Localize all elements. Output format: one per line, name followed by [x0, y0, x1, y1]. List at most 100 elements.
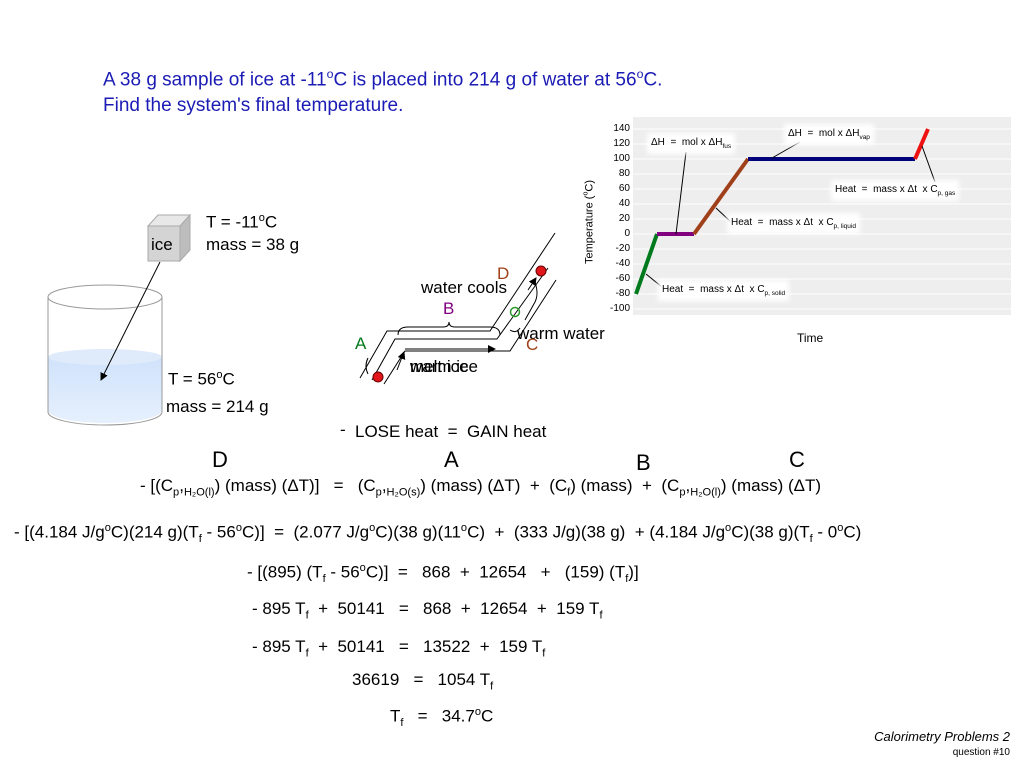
y-tick-label: -60 — [615, 273, 630, 284]
y-tick-label: 140 — [613, 123, 630, 134]
text-run: C)(214 g)(T — [110, 522, 199, 542]
annotation: ΔH = mol x ΔHfus — [651, 137, 732, 151]
equilibrium-dot — [509, 306, 521, 318]
text-run: fus — [722, 143, 732, 150]
y-tick-label: 40 — [618, 198, 630, 209]
text-run: o — [216, 369, 223, 381]
annotation: Heat = mass x Δt x Cp, gas — [835, 184, 956, 198]
annotation: Heat = mass x Δt x Cp, solid — [662, 284, 786, 298]
text-run: - 56 — [325, 562, 360, 582]
text-run: f — [625, 573, 629, 586]
text-run: f — [490, 680, 494, 693]
text-run: T = 56 — [168, 369, 217, 389]
equation: - [(895) (Tf - 56oC)] = 868 + 12654 + (1… — [247, 562, 639, 585]
equation: - [(4.184 J/goC)(214 g)(Tf - 56oC)] = (2… — [14, 522, 861, 545]
text-run: , — [381, 476, 387, 495]
text-run: p — [375, 486, 382, 499]
text-run: C — [222, 369, 235, 389]
end-dot — [535, 265, 547, 277]
melt-ice: melt ice — [410, 357, 469, 376]
y-axis-label: Temperature (oC) — [581, 179, 596, 264]
column-label: A — [444, 447, 459, 472]
text-run: Heat = mass x Δt x C — [835, 184, 938, 195]
ice-temp: T = -11oC — [206, 212, 277, 232]
y-tick-label: -80 — [615, 288, 630, 299]
y-tick-label: 60 — [618, 183, 630, 194]
text-run: o — [369, 522, 376, 534]
text-run: - 56 — [201, 522, 236, 542]
label-b: B — [443, 299, 455, 318]
annotation-lines — [645, 141, 936, 288]
text-run: C) + (333 J/g)(38 g) + (4.184 J/g — [467, 522, 726, 542]
problem-line: Find the system's final temperature. — [103, 95, 403, 117]
text-run: f — [809, 533, 813, 546]
text-run: f — [567, 486, 571, 499]
text-run: ) (mass) (ΔT)] = (C — [214, 476, 376, 495]
text-run: p — [173, 486, 180, 499]
text-run: Heat = mass x Δt x C — [731, 217, 834, 228]
text-run: , — [179, 476, 184, 495]
text-run: H₂O(l) — [690, 486, 721, 499]
text-run: 36619 = 1054 T — [352, 670, 491, 689]
text-run: + 50141 = 868 + 12654 + 159 T — [308, 599, 600, 618]
text-run: o — [104, 522, 111, 534]
text-run: C) — [583, 179, 596, 192]
text-run: p, gas — [937, 190, 956, 197]
y-tick-label: -100 — [609, 303, 630, 314]
balance: LOSE heat = GAIN heat — [355, 422, 547, 441]
text-run: C) — [843, 522, 862, 542]
ice-label: ice — [151, 235, 173, 254]
y-tick-label: 20 — [618, 213, 630, 224]
text-run: C)(38 g)(11 — [375, 522, 461, 542]
ice-mass: mass = 38 g — [206, 235, 300, 254]
text-run: T — [390, 706, 401, 726]
column-label: C — [789, 447, 805, 472]
equation: Tf = 34.7oC — [390, 706, 493, 729]
start-dot — [372, 371, 384, 383]
annotation: ΔH = mol x ΔHvap — [788, 128, 870, 142]
curve-segment — [692, 157, 750, 236]
text-run: o — [581, 191, 590, 196]
text-run: T = -11 — [206, 212, 259, 232]
text-run: p, solid — [764, 290, 786, 297]
text-run: vap — [859, 134, 870, 141]
text-run: o — [326, 67, 334, 81]
text-run: = 34.7 — [403, 706, 475, 726]
text-run: - 0 — [812, 522, 838, 542]
y-tick-label: -20 — [615, 243, 630, 254]
y-tick-label: 0 — [624, 228, 630, 239]
text-run: C)] = 868 + 12654 + (159) (T — [365, 562, 626, 582]
text-run: ΔH = mol x ΔH — [651, 137, 723, 148]
text-run: f — [305, 647, 309, 660]
text-run: C. — [643, 69, 663, 91]
equation: - 895 Tf + 50141 = 868 + 12654 + 159 Tf — [252, 599, 603, 622]
y-tick-label: 80 — [618, 168, 630, 179]
column-label: D — [212, 447, 228, 472]
column-label: B — [636, 450, 651, 475]
y-tick-label: -40 — [615, 258, 630, 269]
annotation: Heat = mass x Δt x Cp, liquid — [731, 217, 856, 231]
text-run: f — [305, 609, 309, 622]
text-run: C is placed into 214 g of water at 56 — [333, 69, 637, 91]
text-run: H₂O(s) — [386, 486, 421, 499]
warm-water: warm water — [517, 324, 605, 343]
text-run: C)(38 g)(T — [731, 522, 810, 542]
water-mass: mass = 214 g — [166, 397, 269, 416]
problem-line: A 38 g sample of ice at -11oC is placed … — [103, 67, 663, 91]
water-cools: water cools — [421, 278, 507, 297]
equation: - [(Cp,H₂O(l)) (mass) (ΔT)] = (Cp,H₂O(s)… — [140, 476, 821, 499]
text-run: - [(4.184 J/g — [14, 522, 105, 542]
ice-cube — [146, 213, 192, 263]
label-c: C — [526, 335, 539, 354]
flow-diagram — [359, 232, 557, 385]
text-run: )] — [628, 562, 639, 582]
text-run: ) (mass) + (C — [570, 476, 680, 495]
text-run: - [(895) (T — [247, 562, 323, 582]
y-tick-label: 120 — [613, 138, 630, 149]
text-run: - 895 T — [252, 637, 306, 656]
equation: - 895 Tf + 50141 = 13522 + 159 Tf — [252, 637, 545, 660]
text-run: C)] = (2.077 J/g — [242, 522, 370, 542]
text-run: C — [264, 212, 278, 232]
text-run: f — [198, 533, 202, 546]
